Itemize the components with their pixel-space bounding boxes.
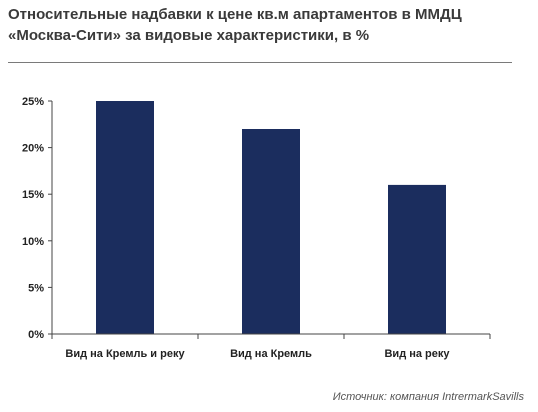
y-tick-label: 10% xyxy=(22,236,44,248)
bar-3 xyxy=(388,185,446,334)
y-axis-ticks: 0% 5% 10% 15% 20% 25% xyxy=(22,96,52,341)
y-tick-label: 25% xyxy=(22,96,44,108)
chart-bars xyxy=(96,101,446,334)
y-tick-label: 5% xyxy=(28,282,44,294)
bar-2 xyxy=(242,129,300,334)
x-category-label: Вид на реку xyxy=(384,348,450,360)
bar-1 xyxy=(96,101,154,334)
y-tick-label: 15% xyxy=(22,189,44,201)
y-tick-label: 0% xyxy=(28,329,44,341)
y-tick-label: 20% xyxy=(22,143,44,155)
x-category-label: Вид на Кремль xyxy=(230,348,312,360)
x-category-label: Вид на Кремль и реку xyxy=(65,348,185,360)
x-axis-labels: Вид на Кремль и реку Вид на Кремль Вид на … xyxy=(65,348,450,360)
source-note: Источник: компания IntrermarkSavills xyxy=(333,391,524,403)
